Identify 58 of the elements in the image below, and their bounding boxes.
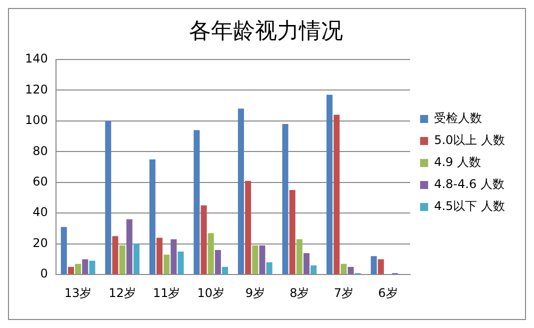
bar xyxy=(68,266,74,274)
bar xyxy=(89,260,96,274)
bar xyxy=(370,256,377,274)
bar xyxy=(310,265,317,274)
chart-title: 各年龄视力情况 xyxy=(189,18,343,44)
bar xyxy=(378,259,384,274)
bar xyxy=(105,120,112,274)
x-tick-label: 7岁 xyxy=(334,286,354,300)
y-tick-label: 0 xyxy=(40,266,48,281)
bar xyxy=(303,253,310,274)
bar xyxy=(340,264,347,274)
bar xyxy=(156,238,163,274)
bar xyxy=(170,239,177,274)
bar xyxy=(252,245,258,274)
y-tick-label: 100 xyxy=(25,113,48,128)
legend-label: 受检人数 xyxy=(434,111,482,126)
bar xyxy=(259,245,266,274)
bar xyxy=(326,94,333,274)
y-tick-label: 40 xyxy=(32,205,48,220)
bar xyxy=(266,262,272,274)
bar xyxy=(133,244,140,274)
bar xyxy=(222,266,228,274)
bar xyxy=(119,245,126,274)
legend-label: 5.0以上 人数 xyxy=(434,133,506,148)
bar xyxy=(214,250,221,274)
y-tick-label: 20 xyxy=(32,236,48,250)
x-tick-label: 13岁 xyxy=(64,286,92,300)
x-tick-label: 10岁 xyxy=(197,286,225,300)
x-tick-label: 11岁 xyxy=(152,286,180,300)
bar xyxy=(126,219,132,274)
y-tick-label: 60 xyxy=(32,174,48,188)
legend-label: 4.9 人数 xyxy=(434,155,482,170)
bar xyxy=(289,190,296,274)
y-tick-label: 140 xyxy=(25,52,48,66)
bar xyxy=(245,180,252,274)
x-tick-label: 8岁 xyxy=(290,286,310,300)
legend-label: 4.8-4.6 人数 xyxy=(434,177,504,192)
x-tick-label: 9岁 xyxy=(245,286,265,300)
bar xyxy=(208,233,214,274)
bar xyxy=(348,266,354,274)
bar xyxy=(75,264,82,274)
bar xyxy=(60,226,67,274)
legend-label: 4.5以下 人数 xyxy=(434,199,506,214)
bar xyxy=(282,124,288,274)
x-tick-label: 6岁 xyxy=(378,286,398,300)
x-tick-label: 12岁 xyxy=(108,286,136,300)
bar xyxy=(112,236,118,274)
bar xyxy=(178,252,184,274)
bar xyxy=(194,130,200,274)
bar xyxy=(334,114,340,274)
bar xyxy=(200,205,207,274)
bar xyxy=(82,259,88,274)
bar xyxy=(238,108,244,274)
bar xyxy=(149,159,156,274)
bar xyxy=(296,239,302,274)
bar xyxy=(164,254,170,274)
y-tick-label: 80 xyxy=(32,144,48,158)
y-tick-label: 120 xyxy=(25,82,48,96)
